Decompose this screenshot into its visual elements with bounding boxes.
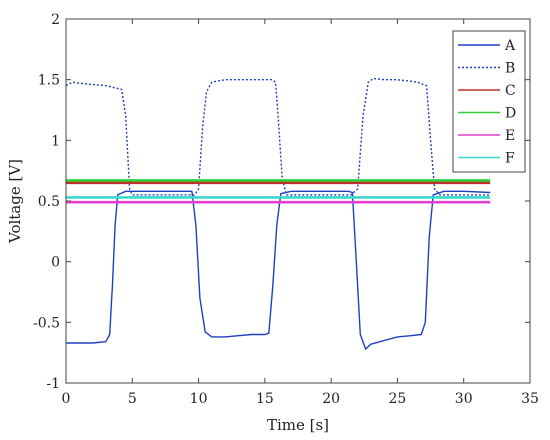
legend-label-d: D — [505, 106, 516, 122]
x-tick-label: 15 — [256, 391, 274, 407]
y-tick-label: 1.5 — [38, 73, 60, 89]
y-tick-label: 2 — [51, 12, 60, 28]
y-tick-label: 0 — [51, 255, 60, 271]
y-tick-label: -1 — [46, 376, 60, 392]
x-tick-label: 35 — [521, 391, 539, 407]
x-tick-label: 10 — [190, 391, 208, 407]
series-layer — [65, 77, 491, 350]
x-tick-label: 20 — [322, 391, 340, 407]
y-tick-label: 1 — [51, 133, 60, 149]
ticks-layer: 0 5 10 15 20 25 30 35 -1 -0.5 0 0.5 1 1.5 2 — [33, 12, 539, 407]
legend-label-e: E — [505, 128, 515, 144]
legend-label-b: B — [505, 61, 515, 77]
y-tick-label: 0.5 — [38, 194, 60, 210]
legend-label-f: F — [505, 151, 515, 167]
series-line-a — [66, 190, 491, 350]
y-tick-label: -0.5 — [33, 315, 60, 331]
legend-label-c: C — [505, 83, 516, 99]
x-tick-label: 0 — [62, 391, 71, 407]
y-axis-label: Voltage [V] — [6, 159, 24, 244]
x-tick-label: 5 — [128, 391, 137, 407]
x-tick-label: 25 — [389, 391, 407, 407]
x-axis-label: Time [s] — [267, 416, 329, 434]
legend-box — [452, 30, 526, 173]
x-tick-label: 30 — [455, 391, 473, 407]
legend-label-a: A — [504, 38, 516, 54]
series-line-b — [65, 77, 491, 196]
